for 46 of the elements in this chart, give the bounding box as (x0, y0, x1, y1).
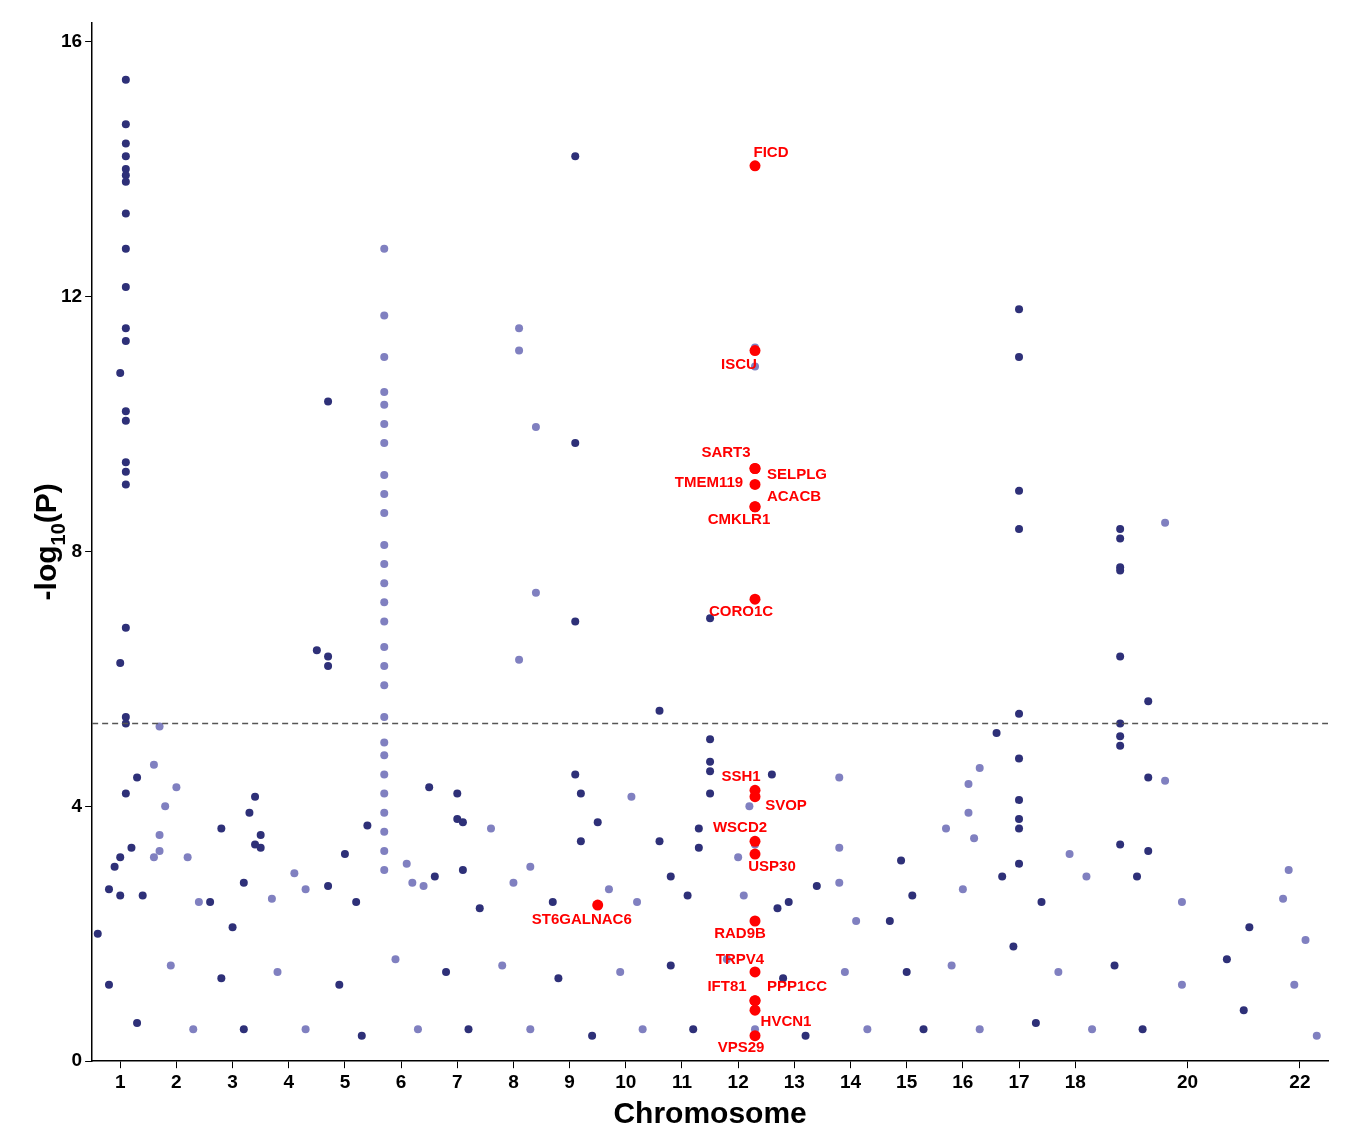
x-tick-label: 4 (283, 1070, 295, 1092)
annotation: PPP1CC (766, 976, 828, 994)
x-tick-label: 9 (564, 1070, 575, 1092)
annotation: FICD (753, 142, 789, 160)
annotation: CMKLR1 (707, 509, 771, 527)
annotation: TMEM119 (674, 472, 744, 490)
annotation: RAD9B (714, 924, 766, 942)
annotation: ST6GALNAC6 (531, 910, 632, 928)
x-tick-label: 17 (1008, 1070, 1030, 1092)
annotation: CORO1C (708, 602, 774, 620)
annotation: WSCD2 (712, 818, 768, 836)
annotation: ISCU (721, 354, 757, 372)
x-tick-label: 15 (896, 1070, 918, 1092)
x-tick-label: 20 (1176, 1070, 1199, 1092)
x-tick-label: 1 (114, 1070, 126, 1092)
x-tick-label: 11 (671, 1070, 693, 1092)
y-tick-label: 8 (71, 539, 83, 561)
x-tick-label: 7 (451, 1070, 463, 1092)
annotation: SVOP (765, 795, 807, 813)
x-tick-label: 18 (1064, 1070, 1086, 1092)
x-tick-label: 13 (783, 1070, 805, 1092)
y-axis-title: -log10(P) (29, 483, 69, 601)
annotation: SART3 (701, 442, 751, 460)
y-tick-label: 12 (60, 284, 83, 306)
y-tick-label: 16 (60, 29, 83, 51)
annotation: VPS29 (717, 1037, 765, 1055)
x-tick-label: 2 (171, 1070, 182, 1092)
x-axis-title: Chromosome (613, 1096, 807, 1130)
annotation: USP30 (748, 857, 796, 875)
x-tick-label: 8 (508, 1070, 519, 1092)
annotation: HVCN1 (760, 1012, 812, 1030)
x-tick-label: 22 (1289, 1070, 1311, 1092)
x-tick-label: 16 (952, 1070, 974, 1092)
annotation: ACACB (766, 486, 822, 504)
annotation: SELPLG (767, 464, 828, 482)
annotation: SSH1 (721, 767, 761, 785)
y-tick-label: 4 (71, 794, 83, 816)
annotation: TRPV4 (715, 950, 765, 968)
x-tick-label: 14 (839, 1070, 862, 1092)
x-tick-label: 10 (615, 1070, 637, 1092)
x-tick-label: 3 (227, 1070, 238, 1092)
x-tick-label: 5 (339, 1070, 351, 1092)
x-tick-label: 6 (395, 1070, 407, 1092)
x-tick-label: 12 (727, 1070, 749, 1092)
annotation: IFT81 (707, 976, 747, 994)
y-tick-label: 0 (71, 1049, 83, 1071)
